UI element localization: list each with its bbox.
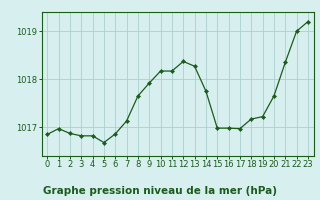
Text: Graphe pression niveau de la mer (hPa): Graphe pression niveau de la mer (hPa) <box>43 186 277 196</box>
